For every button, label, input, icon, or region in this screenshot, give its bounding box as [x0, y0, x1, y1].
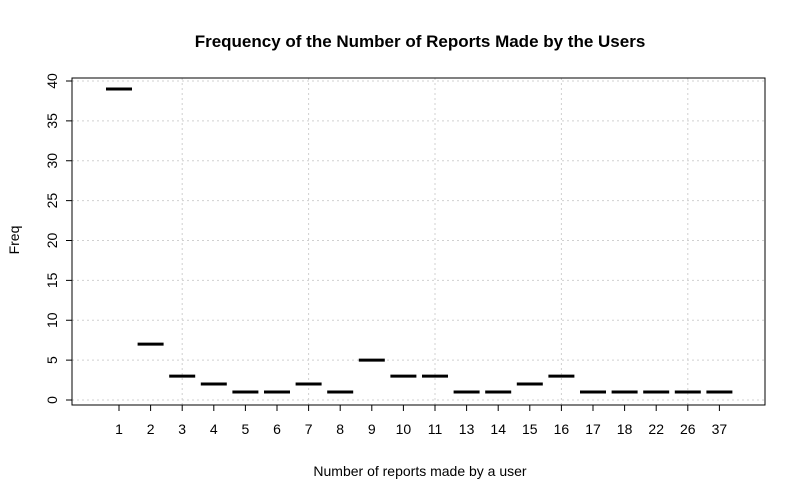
x-tick-label: 4 [210, 421, 218, 437]
x-tick-label: 2 [147, 421, 155, 437]
x-tick-label: 22 [648, 421, 664, 437]
y-tick-label: 25 [44, 193, 60, 209]
x-tick-label: 11 [428, 421, 443, 437]
x-tick-label: 16 [554, 421, 570, 437]
x-tick-label: 8 [336, 421, 344, 437]
y-tick-label: 20 [44, 233, 60, 249]
x-tick-label: 3 [178, 421, 186, 437]
x-tick-label: 13 [459, 421, 475, 437]
x-tick-label: 7 [305, 421, 313, 437]
y-tick-label: 40 [44, 73, 60, 89]
x-axis-label: Number of reports made by a user [313, 463, 527, 479]
chart-title: Frequency of the Number of Reports Made … [195, 32, 646, 51]
y-axis-label: Freq [6, 226, 22, 255]
y-tick-label: 0 [44, 396, 60, 404]
y-tick-label: 15 [44, 272, 60, 288]
x-tick-label: 17 [585, 421, 601, 437]
x-tick-label: 15 [522, 421, 538, 437]
x-tick-label: 14 [490, 421, 506, 437]
x-tick-label: 18 [617, 421, 633, 437]
x-tick-label: 5 [242, 421, 250, 437]
x-tick-label: 1 [115, 421, 123, 437]
x-tick-label: 9 [368, 421, 376, 437]
y-tick-label: 35 [44, 113, 60, 129]
x-tick-label: 6 [273, 421, 281, 437]
y-tick-label: 30 [44, 153, 60, 169]
y-tick-label: 5 [44, 356, 60, 364]
x-tick-label: 10 [396, 421, 412, 437]
plot-frame [71, 77, 766, 406]
axes: 0 5 10 15 20 25 30 35 40 1 2 3 4 5 6 7 8 9 10 11 13 14 15 16 17 1… [44, 73, 727, 437]
x-tick-label: 37 [712, 421, 728, 437]
x-tick-label: 26 [680, 421, 696, 437]
grid [72, 78, 765, 405]
y-tick-label: 10 [44, 312, 60, 328]
data-marks [106, 87, 733, 394]
